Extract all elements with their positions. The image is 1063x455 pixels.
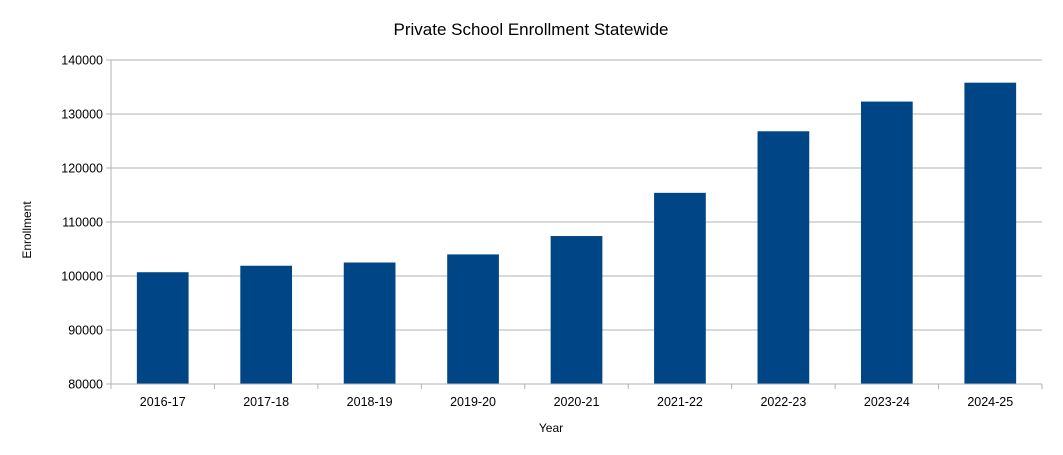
x-tick-label: 2016-17 (140, 395, 186, 409)
x-tick-label: 2023-24 (864, 395, 910, 409)
x-tick-label: 2020-21 (554, 395, 600, 409)
bar (654, 192, 706, 384)
x-tick-label: 2021-22 (657, 395, 703, 409)
y-tick-label: 140000 (61, 54, 103, 68)
y-tick-label: 130000 (61, 108, 103, 122)
chart-title: Private School Enrollment Statewide (394, 20, 669, 39)
y-tick-label: 100000 (61, 270, 103, 284)
bars (136, 82, 1017, 385)
x-tick-label: 2017-18 (243, 395, 289, 409)
y-tick-labels: 80000 90000 100000 110000 120000 130000 140000 (61, 54, 103, 392)
x-tick-label: 2024-25 (967, 395, 1013, 409)
y-tick-label: 80000 (68, 378, 103, 392)
y-axis-label: Enrollment (20, 201, 34, 259)
bar (447, 254, 499, 384)
bar (964, 82, 1017, 385)
y-tick-label: 90000 (68, 324, 103, 338)
y-tick-label: 120000 (61, 162, 103, 176)
axes (110, 60, 1043, 389)
y-tick-label: 110000 (62, 216, 103, 230)
x-axis-label: Year (539, 421, 563, 435)
bar (240, 265, 293, 384)
x-tick-label: 2018-19 (347, 395, 393, 409)
bar (136, 272, 189, 384)
bar (757, 131, 810, 384)
bar (860, 101, 913, 384)
x-tick-label: 2019-20 (450, 395, 496, 409)
x-tick-label: 2022-23 (760, 395, 806, 409)
bar (343, 262, 396, 384)
bar (550, 236, 603, 384)
x-tick-labels: 2016-17 2017-18 2018-19 2019-20 2020-21 2021-… (140, 395, 1013, 409)
